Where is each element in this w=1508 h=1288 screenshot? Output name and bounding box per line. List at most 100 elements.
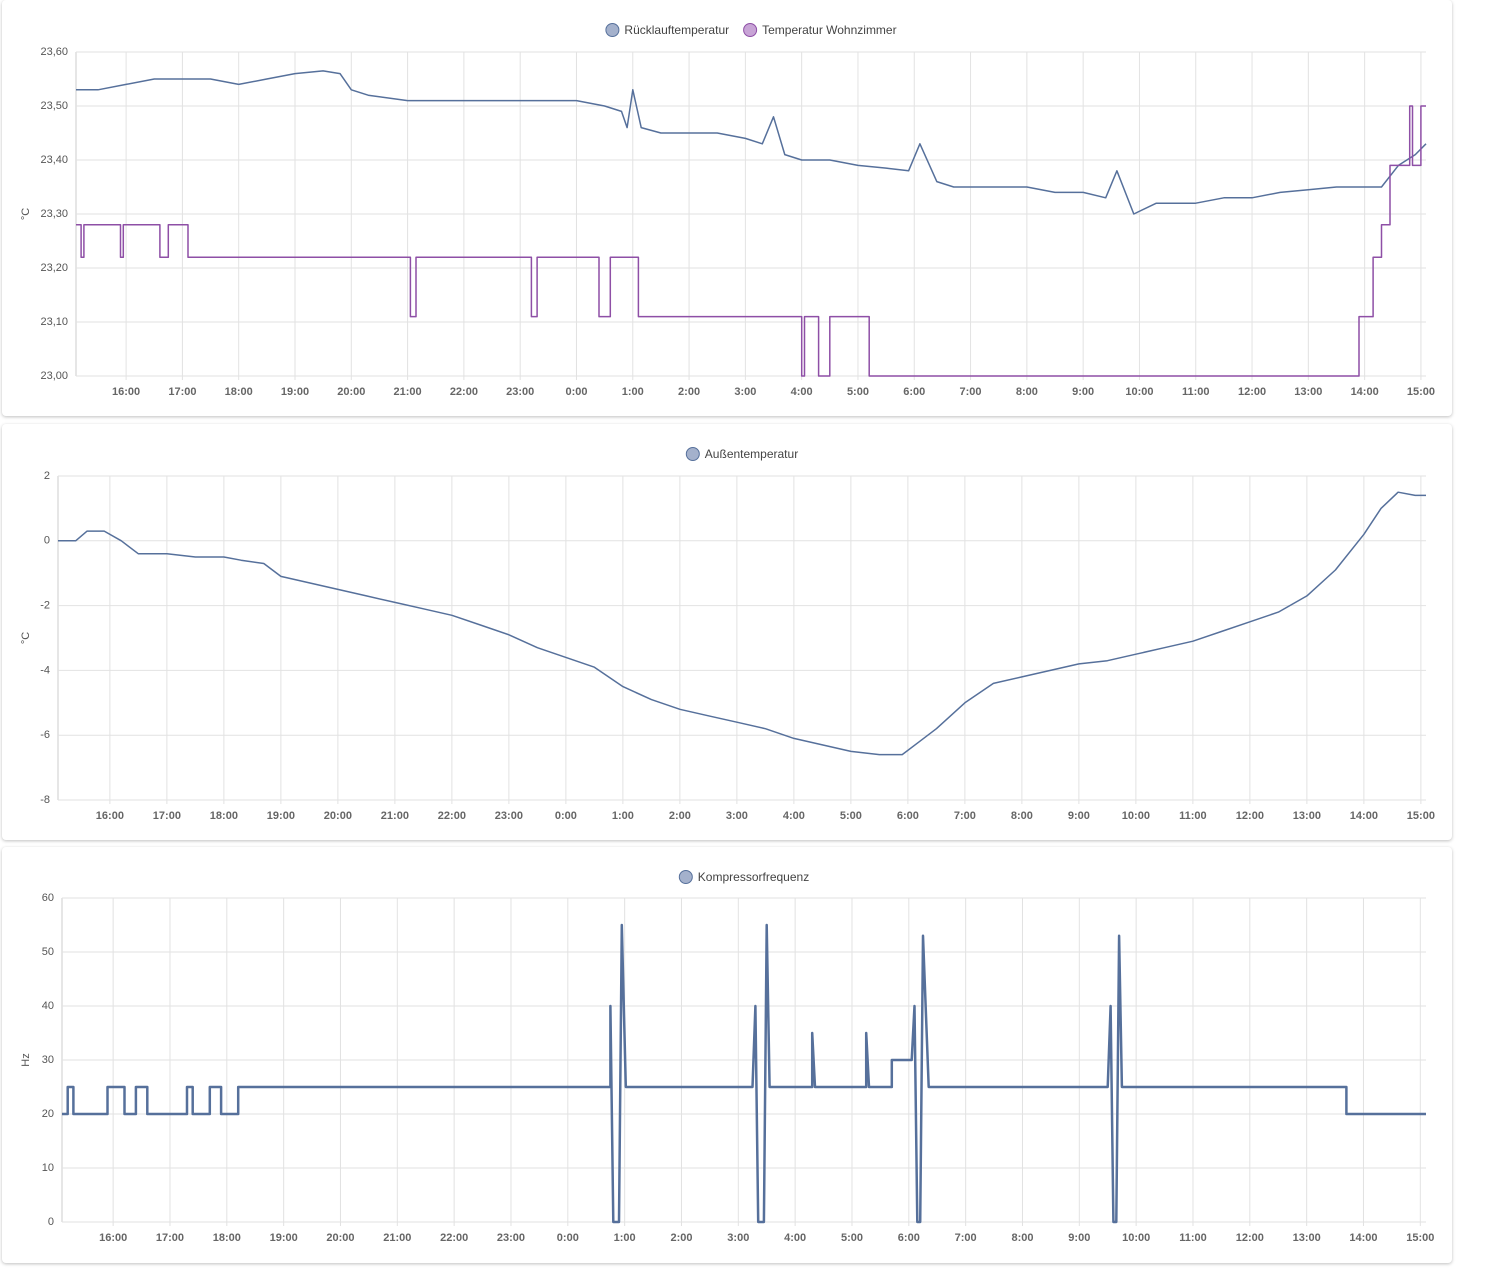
x-tick-label: 2:00 <box>678 386 700 398</box>
legend-label: Kompressorfrequenz <box>698 870 809 884</box>
y-tick-label: 23,30 <box>40 208 68 220</box>
y-axis-label: Hz <box>20 1053 32 1066</box>
series-line <box>58 491 1426 756</box>
y-tick-label: 23,10 <box>40 316 68 328</box>
x-tick-label: 15:00 <box>1407 386 1435 398</box>
x-tick-label: 1:00 <box>622 386 644 398</box>
legend: Rücklauftemperatur Temperatur Wohnzimmer <box>605 23 897 37</box>
x-tick-label: 23:00 <box>506 386 534 398</box>
x-tick-label: 9:00 <box>1068 1232 1090 1244</box>
x-tick-label: 3:00 <box>727 1232 749 1244</box>
x-tick-label: 17:00 <box>153 810 181 822</box>
series-line <box>76 105 1426 377</box>
x-tick-label: 15:00 <box>1407 810 1435 822</box>
x-tick-label: 8:00 <box>1011 810 1033 822</box>
x-tick-label: 11:00 <box>1182 386 1210 398</box>
x-tick-label: 3:00 <box>726 810 748 822</box>
x-tick-label: 7:00 <box>954 810 976 822</box>
legend-label: Außentemperatur <box>705 447 798 461</box>
chart: 0 10 20 30 40 50 60 16:00 17:00 18:00 19:00 20:00 21… <box>20 870 1434 1244</box>
x-tick-label: 10:00 <box>1122 1232 1150 1244</box>
x-tick-label: 19:00 <box>281 386 309 398</box>
y-tick-label: 2 <box>44 470 50 482</box>
y-tick-label: 50 <box>42 946 54 958</box>
x-tick-label: 4:00 <box>784 1232 806 1244</box>
x-tick-label: 6:00 <box>903 386 925 398</box>
y-tick-label: 23,50 <box>40 100 68 112</box>
y-tick-label: 0 <box>44 535 50 547</box>
legend-marker <box>678 870 693 884</box>
legend-marker <box>685 447 700 461</box>
x-tick-label: 11:00 <box>1179 1232 1207 1244</box>
x-tick-label: 10:00 <box>1125 386 1153 398</box>
y-tick-label: 20 <box>42 1108 54 1120</box>
x-tick-label: 7:00 <box>960 386 982 398</box>
x-tick-label: 21:00 <box>394 386 422 398</box>
x-tick-label: 17:00 <box>156 1232 184 1244</box>
card: 23,00 23,10 23,20 23,30 23,40 23,50 23,60 16:00… <box>2 0 1452 416</box>
x-tick-label: 5:00 <box>840 810 862 822</box>
x-tick-label: 12:00 <box>1236 810 1264 822</box>
legend-label: Rücklauftemperatur <box>624 23 729 37</box>
y-tick-label: 23,60 <box>40 46 68 58</box>
x-tick-label: 19:00 <box>270 1232 298 1244</box>
x-tick-label: 13:00 <box>1293 810 1321 822</box>
chart: -8 -6 -4 -2 0 2 16:00 17:00 18:00 19:00 20:00 21:00… <box>20 447 1435 822</box>
x-tick-label: 9:00 <box>1072 386 1094 398</box>
y-tick-label: 23,20 <box>40 262 68 274</box>
y-tick-label: -8 <box>40 794 50 806</box>
x-tick-label: 5:00 <box>841 1232 863 1244</box>
x-tick-label: 16:00 <box>99 1232 127 1244</box>
x-tick-label: 22:00 <box>440 1232 468 1244</box>
legend-marker <box>605 23 620 37</box>
y-tick-label: 23,00 <box>40 370 68 382</box>
x-tick-label: 7:00 <box>955 1232 977 1244</box>
x-tick-label: 18:00 <box>225 386 253 398</box>
x-tick-label: 14:00 <box>1350 810 1378 822</box>
legend: Kompressorfrequenz <box>678 870 809 884</box>
x-tick-label: 23:00 <box>497 1232 525 1244</box>
legend-marker <box>743 23 758 37</box>
x-tick-label: 22:00 <box>438 810 466 822</box>
x-tick-label: 4:00 <box>791 386 813 398</box>
x-tick-label: 6:00 <box>898 1232 920 1244</box>
legend-label: Temperatur Wohnzimmer <box>762 23 896 37</box>
y-tick-label: -2 <box>40 600 50 612</box>
x-tick-label: 8:00 <box>1011 1232 1033 1244</box>
x-tick-label: 16:00 <box>112 386 140 398</box>
x-tick-label: 2:00 <box>670 1232 692 1244</box>
x-tick-label: 13:00 <box>1294 386 1322 398</box>
y-axis-label: °C <box>20 632 32 644</box>
y-tick-label: 10 <box>42 1162 54 1174</box>
x-tick-label: 12:00 <box>1238 386 1266 398</box>
x-tick-label: 23:00 <box>495 810 523 822</box>
x-tick-label: 14:00 <box>1349 1232 1377 1244</box>
x-tick-label: 12:00 <box>1236 1232 1264 1244</box>
x-tick-label: 3:00 <box>734 386 756 398</box>
x-tick-label: 4:00 <box>783 810 805 822</box>
x-tick-label: 6:00 <box>897 810 919 822</box>
x-tick-label: 0:00 <box>565 386 587 398</box>
y-tick-label: -4 <box>40 664 50 676</box>
legend: Außentemperatur <box>685 447 798 461</box>
x-tick-label: 20:00 <box>337 386 365 398</box>
x-tick-label: 0:00 <box>557 1232 579 1244</box>
y-tick-label: 23,40 <box>40 154 68 166</box>
x-tick-label: 21:00 <box>383 1232 411 1244</box>
x-tick-label: 18:00 <box>213 1232 241 1244</box>
x-tick-label: 20:00 <box>324 810 352 822</box>
x-tick-label: 11:00 <box>1179 810 1207 822</box>
x-tick-label: 2:00 <box>669 810 691 822</box>
card: -8 -6 -4 -2 0 2 16:00 17:00 18:00 19:00 20:00 21:00… <box>2 424 1452 840</box>
x-tick-label: 20:00 <box>326 1232 354 1244</box>
y-tick-label: -6 <box>40 729 50 741</box>
x-tick-label: 19:00 <box>267 810 295 822</box>
y-tick-label: 60 <box>42 892 54 904</box>
y-tick-label: 40 <box>42 1000 54 1012</box>
x-tick-label: 18:00 <box>210 810 238 822</box>
chart: 23,00 23,10 23,20 23,30 23,40 23,50 23,60 16:00… <box>20 23 1435 398</box>
x-tick-label: 10:00 <box>1122 810 1150 822</box>
x-tick-label: 0:00 <box>555 810 577 822</box>
x-tick-label: 1:00 <box>612 810 634 822</box>
